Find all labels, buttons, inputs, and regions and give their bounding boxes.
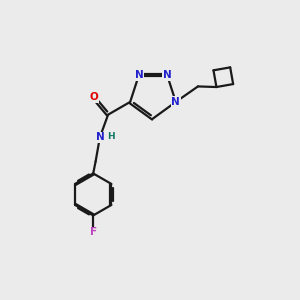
Text: O: O <box>89 92 98 102</box>
Text: H: H <box>107 131 115 140</box>
Text: N: N <box>172 97 180 107</box>
Text: N: N <box>95 132 104 142</box>
Text: N: N <box>163 70 172 80</box>
Text: F: F <box>90 227 97 237</box>
Text: N: N <box>134 70 143 80</box>
